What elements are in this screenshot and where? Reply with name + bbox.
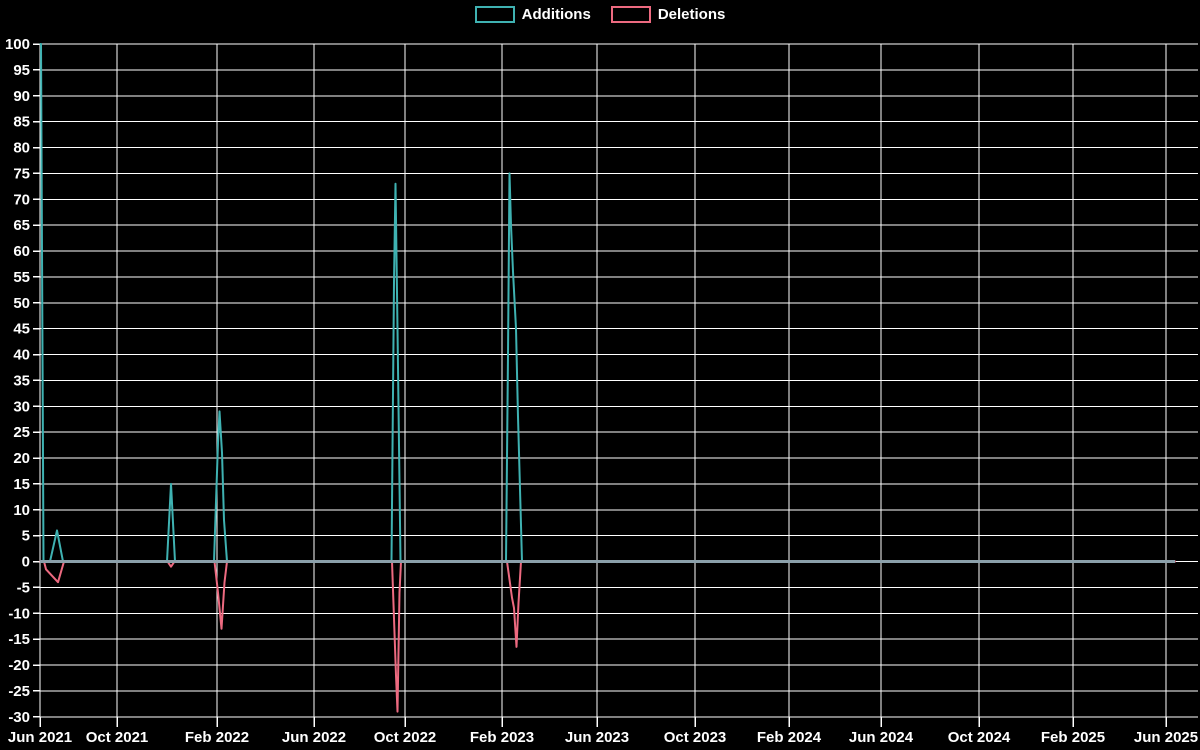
- y-tick-label: 75: [13, 165, 30, 182]
- x-tick-label: Feb 2024: [757, 729, 822, 746]
- x-tick-label: Feb 2022: [185, 729, 249, 746]
- legend-item-deletions[interactable]: Deletions: [610, 6, 726, 23]
- x-tick-label: Jun 2025: [1134, 729, 1198, 746]
- x-tick-label: Oct 2024: [948, 729, 1011, 746]
- x-tick-label: Oct 2023: [664, 729, 727, 746]
- y-tick-label: 35: [13, 372, 30, 389]
- deletions-swatch-icon: [610, 6, 651, 23]
- legend-label-additions: Additions: [521, 6, 591, 23]
- y-tick-label: 5: [22, 528, 30, 545]
- y-tick-label: -10: [8, 605, 30, 622]
- y-tick-label: 45: [13, 321, 30, 338]
- deletions-line[interactable]: [39, 560, 1176, 713]
- y-tick-label: 60: [13, 243, 30, 260]
- chart-legend: Additions Deletions: [0, 6, 1200, 23]
- y-tick-label: 30: [13, 398, 30, 415]
- x-tick-label: Feb 2025: [1041, 729, 1105, 746]
- y-tick-label: 10: [13, 502, 30, 519]
- y-tick-label: -5: [17, 579, 30, 596]
- x-axis-labels: Jun 2021 Oct 2021 Feb 2022 Jun 2022 Oct 2022…: [8, 729, 1198, 746]
- x-tick-label: Jun 2023: [565, 729, 629, 746]
- y-tick-label: -20: [8, 657, 30, 674]
- y-tick-label: -30: [8, 709, 30, 726]
- gridlines: [39, 43, 1198, 718]
- y-tick-label: 55: [13, 269, 30, 286]
- y-tick-label: 80: [13, 140, 30, 157]
- y-tick-label: 15: [13, 476, 30, 493]
- y-tick-label: 95: [13, 62, 30, 79]
- x-tick-label: Feb 2023: [470, 729, 534, 746]
- y-tick-label: 65: [13, 217, 30, 234]
- x-tick-label: Jun 2021: [8, 729, 72, 746]
- y-tick-label: 0: [22, 554, 30, 571]
- y-tick-label: 90: [13, 88, 30, 105]
- legend-item-additions[interactable]: Additions: [474, 6, 591, 23]
- x-tick-label: Jun 2022: [282, 729, 346, 746]
- y-tick-label: -15: [8, 631, 30, 648]
- y-axis-labels: 1009590858075706560555045403530252015105…: [5, 36, 30, 726]
- y-tick-label: 25: [13, 424, 30, 441]
- x-tick-label: Jun 2024: [849, 729, 914, 746]
- y-tick-label: 100: [5, 36, 30, 53]
- y-tick-label: 40: [13, 347, 30, 364]
- x-tick-label: Oct 2022: [374, 729, 437, 746]
- y-tick-label: 85: [13, 114, 30, 131]
- legend-label-deletions: Deletions: [657, 6, 726, 23]
- x-tick-label: Oct 2021: [86, 729, 149, 746]
- y-tick-label: 50: [13, 295, 30, 312]
- y-tick-label: -25: [8, 683, 30, 700]
- y-tick-label: 70: [13, 191, 30, 208]
- additions-swatch-icon: [474, 6, 515, 23]
- axis-ticks: [33, 43, 1167, 727]
- y-tick-label: 20: [13, 450, 30, 467]
